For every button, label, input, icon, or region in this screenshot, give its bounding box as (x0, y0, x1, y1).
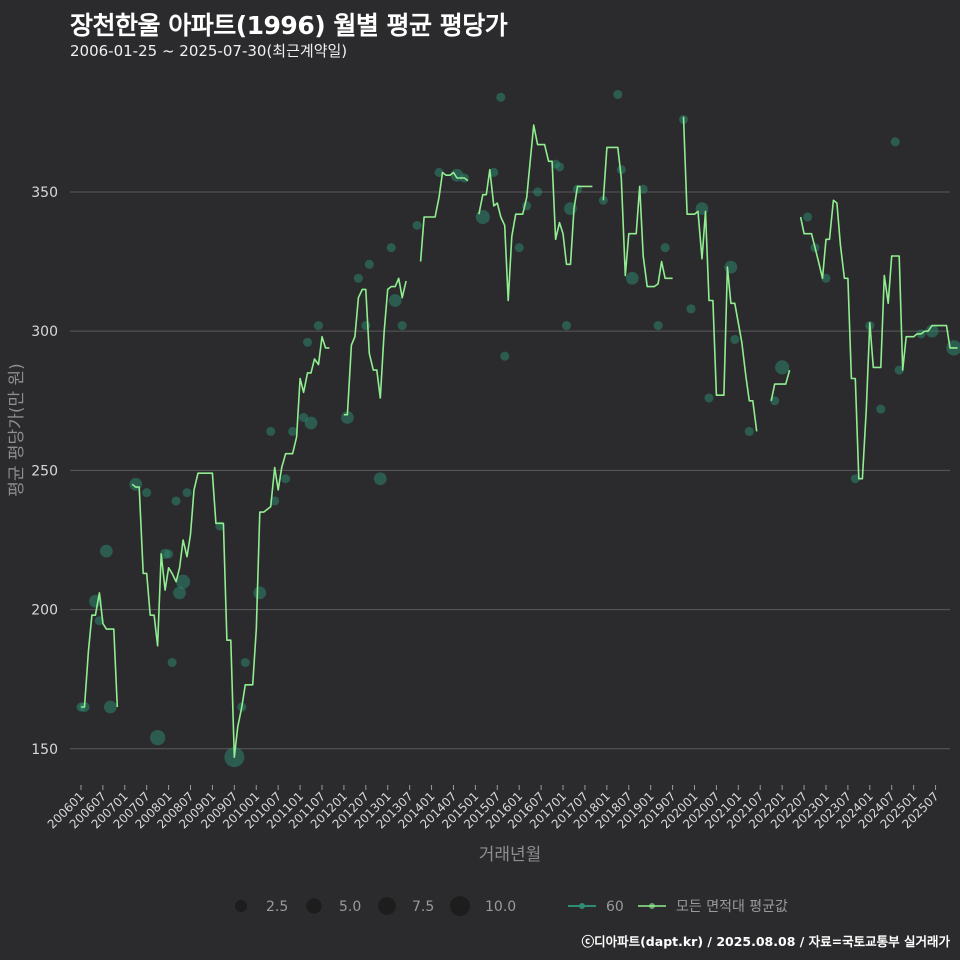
data-point (562, 321, 572, 331)
data-point (373, 472, 387, 486)
line-segment (799, 199, 958, 480)
line-segment (343, 277, 407, 416)
grid-lines (70, 191, 950, 750)
data-point (129, 477, 143, 491)
x-axis-title: 거래년월 (479, 845, 542, 865)
data-point (142, 488, 152, 498)
y-axis-title: 평균 평당가(만 원) (7, 363, 27, 497)
data-point (638, 184, 648, 194)
data-point (686, 304, 696, 314)
line-segment (770, 369, 791, 401)
data-point (386, 243, 396, 253)
legend-key-dot (579, 903, 585, 909)
legend-series-key (568, 903, 596, 909)
line-segment (602, 146, 673, 288)
data-point (313, 321, 324, 331)
chart-subtitle: 2006-01-25 ~ 2025-07-30(최근계약일) (70, 42, 348, 60)
data-point (253, 586, 267, 600)
data-point (167, 657, 177, 668)
data-point (103, 700, 117, 714)
y-tick-label: 150 (31, 742, 58, 758)
data-point (514, 243, 524, 253)
data-point (171, 496, 181, 506)
legend-series-key (638, 903, 666, 909)
data-point (613, 89, 623, 100)
legend-size-key (378, 897, 396, 915)
line-segment (81, 592, 119, 708)
chart-title: 장천한울 아파트(1996) 월별 평균 평당가 (70, 11, 508, 40)
data-point (894, 365, 904, 375)
line-series-average (81, 116, 958, 758)
y-tick-label: 200 (31, 603, 58, 619)
data-point (730, 334, 740, 345)
legend-key-dot (649, 903, 655, 909)
data-point (149, 730, 166, 746)
data-point (281, 474, 291, 484)
data-point (388, 294, 402, 307)
data-point (744, 426, 754, 436)
line-segment (682, 116, 758, 432)
legend-size-label: 10.0 (485, 899, 516, 915)
legend-size-key (450, 896, 470, 916)
data-point (164, 549, 174, 559)
data-point (704, 393, 714, 403)
data-point (660, 243, 670, 253)
data-point (489, 167, 499, 177)
legend-size-label: 5.0 (339, 899, 361, 915)
data-point (554, 162, 565, 172)
line-segment (478, 124, 593, 302)
legend-size-key (306, 898, 322, 914)
y-tick-label: 300 (31, 324, 58, 340)
data-point (803, 212, 813, 222)
line-segment (419, 171, 469, 262)
data-point (533, 187, 543, 197)
line-segment (131, 335, 330, 758)
data-point (775, 360, 790, 375)
data-point (304, 416, 318, 430)
data-point (500, 351, 510, 361)
data-point (353, 273, 363, 283)
data-point (288, 426, 298, 436)
data-point (182, 488, 192, 498)
legend-series-label: 60 (606, 899, 624, 915)
data-point (850, 474, 860, 484)
y-axis: 150 200 250 300 350 (31, 185, 58, 758)
data-point (412, 220, 422, 230)
point-series-60 (76, 89, 960, 768)
data-point (890, 137, 900, 147)
data-point (364, 259, 374, 269)
data-point (925, 324, 939, 338)
data-point (496, 92, 506, 102)
data-point (724, 260, 738, 274)
legend-size-label: 2.5 (266, 899, 288, 915)
data-point (616, 165, 626, 175)
data-point (625, 271, 639, 285)
y-tick-label: 350 (31, 185, 58, 201)
data-point (361, 321, 371, 331)
data-point (653, 321, 663, 331)
data-point (397, 321, 407, 331)
data-point (302, 337, 313, 347)
data-point (266, 426, 276, 436)
data-point (475, 209, 490, 225)
source-caption: ⓒ디아파트(dapt.kr) / 2025.08.08 / 자료=국토교통부 실… (581, 934, 950, 949)
data-point (173, 586, 186, 600)
data-point (240, 657, 250, 668)
y-tick-label: 250 (31, 463, 58, 479)
legend-size-key (235, 900, 247, 912)
data-point (434, 167, 444, 177)
legend-series-label: 모든 면적대 평균값 (676, 899, 788, 915)
data-point (176, 574, 191, 589)
data-point (99, 544, 113, 558)
data-point (876, 404, 886, 414)
legend: 2.5 5.0 7.5 10.0 60 모든 면적대 평균값 (235, 896, 788, 916)
data-point (821, 273, 831, 283)
x-axis: 2006012006072007012007072008012008072009… (45, 785, 942, 832)
legend-size-label: 7.5 (412, 899, 434, 915)
data-point (270, 496, 280, 506)
